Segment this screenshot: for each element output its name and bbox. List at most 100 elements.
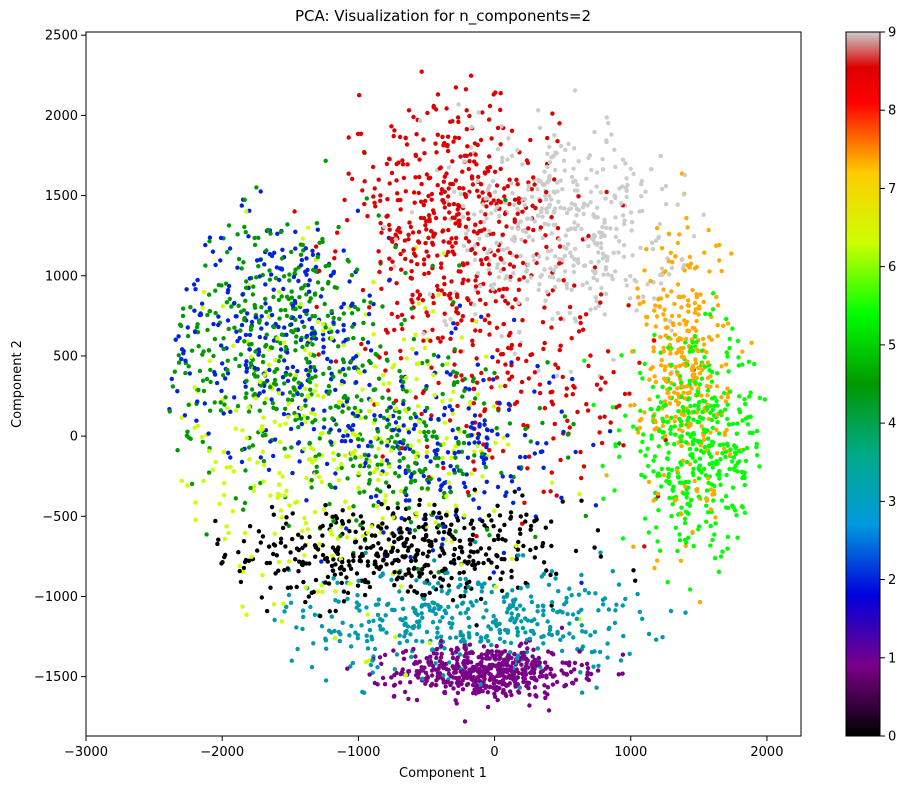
scatter-point [533, 205, 538, 211]
scatter-point [551, 189, 556, 194]
scatter-point [313, 374, 318, 379]
scatter-point [473, 396, 478, 401]
scatter-point [482, 490, 487, 495]
scatter-point [300, 626, 305, 632]
scatter-point [392, 362, 397, 368]
scatter-point [242, 530, 248, 536]
scatter-point [660, 423, 666, 429]
scatter-point [365, 340, 371, 345]
scatter-point [542, 305, 547, 310]
scatter-point [438, 576, 443, 581]
scatter-point [743, 416, 749, 421]
scatter-point [536, 655, 541, 661]
scatter-point [480, 202, 486, 207]
x-tick-label: −3000 [64, 745, 108, 760]
scatter-point [653, 324, 658, 329]
scatter-point [436, 570, 441, 575]
scatter-point [473, 691, 478, 696]
scatter-point [497, 686, 502, 691]
scatter-point [736, 449, 741, 454]
scatter-point [492, 508, 497, 514]
scatter-point [525, 160, 531, 166]
scatter-point [469, 174, 475, 179]
scatter-point [684, 336, 689, 342]
scatter-point [414, 638, 419, 644]
scatter-point [550, 480, 555, 485]
scatter-point [405, 589, 411, 594]
scatter-point [602, 217, 607, 222]
scatter-point [641, 432, 646, 437]
scatter-point [524, 267, 530, 273]
scatter-point [520, 553, 526, 558]
scatter-point [383, 613, 388, 618]
scatter-point [237, 335, 242, 341]
scatter-point [679, 505, 684, 510]
scatter-point [293, 417, 298, 423]
scatter-point [500, 294, 505, 299]
scatter-point [339, 438, 345, 444]
scatter-point [197, 368, 203, 374]
scatter-point [390, 413, 396, 419]
scatter-point [549, 519, 554, 524]
scatter-point [376, 597, 382, 602]
scatter-point [543, 666, 548, 671]
scatter-point [617, 403, 622, 408]
scatter-point [667, 318, 672, 324]
scatter-point [510, 190, 515, 196]
scatter-point [426, 235, 431, 241]
scatter-point [593, 306, 598, 311]
scatter-point [543, 660, 548, 665]
scatter-point [456, 426, 461, 431]
scatter-point [221, 449, 226, 455]
scatter-point [555, 631, 560, 636]
scatter-point [556, 277, 561, 283]
scatter-point [399, 516, 404, 521]
scatter-point [549, 632, 554, 638]
scatter-point [241, 260, 246, 265]
scatter-point [446, 227, 451, 233]
scatter-point [435, 132, 440, 137]
scatter-point [258, 455, 263, 460]
scatter-point [510, 660, 516, 665]
scatter-point [552, 167, 558, 173]
scatter-point [268, 585, 273, 590]
scatter-point [310, 420, 315, 425]
scatter-point [573, 226, 578, 232]
scatter-point [453, 529, 458, 534]
scatter-point [474, 534, 479, 539]
scatter-point [598, 292, 604, 297]
scatter-point [551, 436, 556, 441]
scatter-point [528, 523, 534, 529]
scatter-point [506, 401, 511, 407]
scatter-point [304, 475, 309, 481]
scatter-point [573, 548, 579, 554]
scatter-point [562, 269, 568, 274]
scatter-point [685, 263, 690, 268]
scatter-point [442, 174, 447, 179]
scatter-point [302, 553, 307, 558]
scatter-point [674, 351, 679, 356]
scatter-point [525, 279, 530, 284]
scatter-point [444, 106, 449, 111]
scatter-point [491, 198, 496, 203]
scatter-point [487, 332, 492, 337]
scatter-point [347, 425, 352, 430]
scatter-point [201, 478, 206, 484]
scatter-point [285, 222, 290, 227]
scatter-point [660, 635, 665, 640]
scatter-point [519, 662, 524, 667]
scatter-point [317, 452, 322, 457]
scatter-point [470, 342, 475, 348]
scatter-point [315, 393, 321, 398]
scatter-point [699, 348, 704, 353]
scatter-point [583, 513, 588, 519]
scatter-point [599, 440, 605, 446]
scatter-point [704, 503, 709, 508]
scatter-point [582, 588, 588, 593]
scatter-point [560, 258, 565, 263]
scatter-point [313, 269, 318, 274]
scatter-point [478, 284, 483, 289]
scatter-point [598, 241, 604, 246]
scatter-point [261, 389, 266, 394]
scatter-point [386, 484, 392, 489]
